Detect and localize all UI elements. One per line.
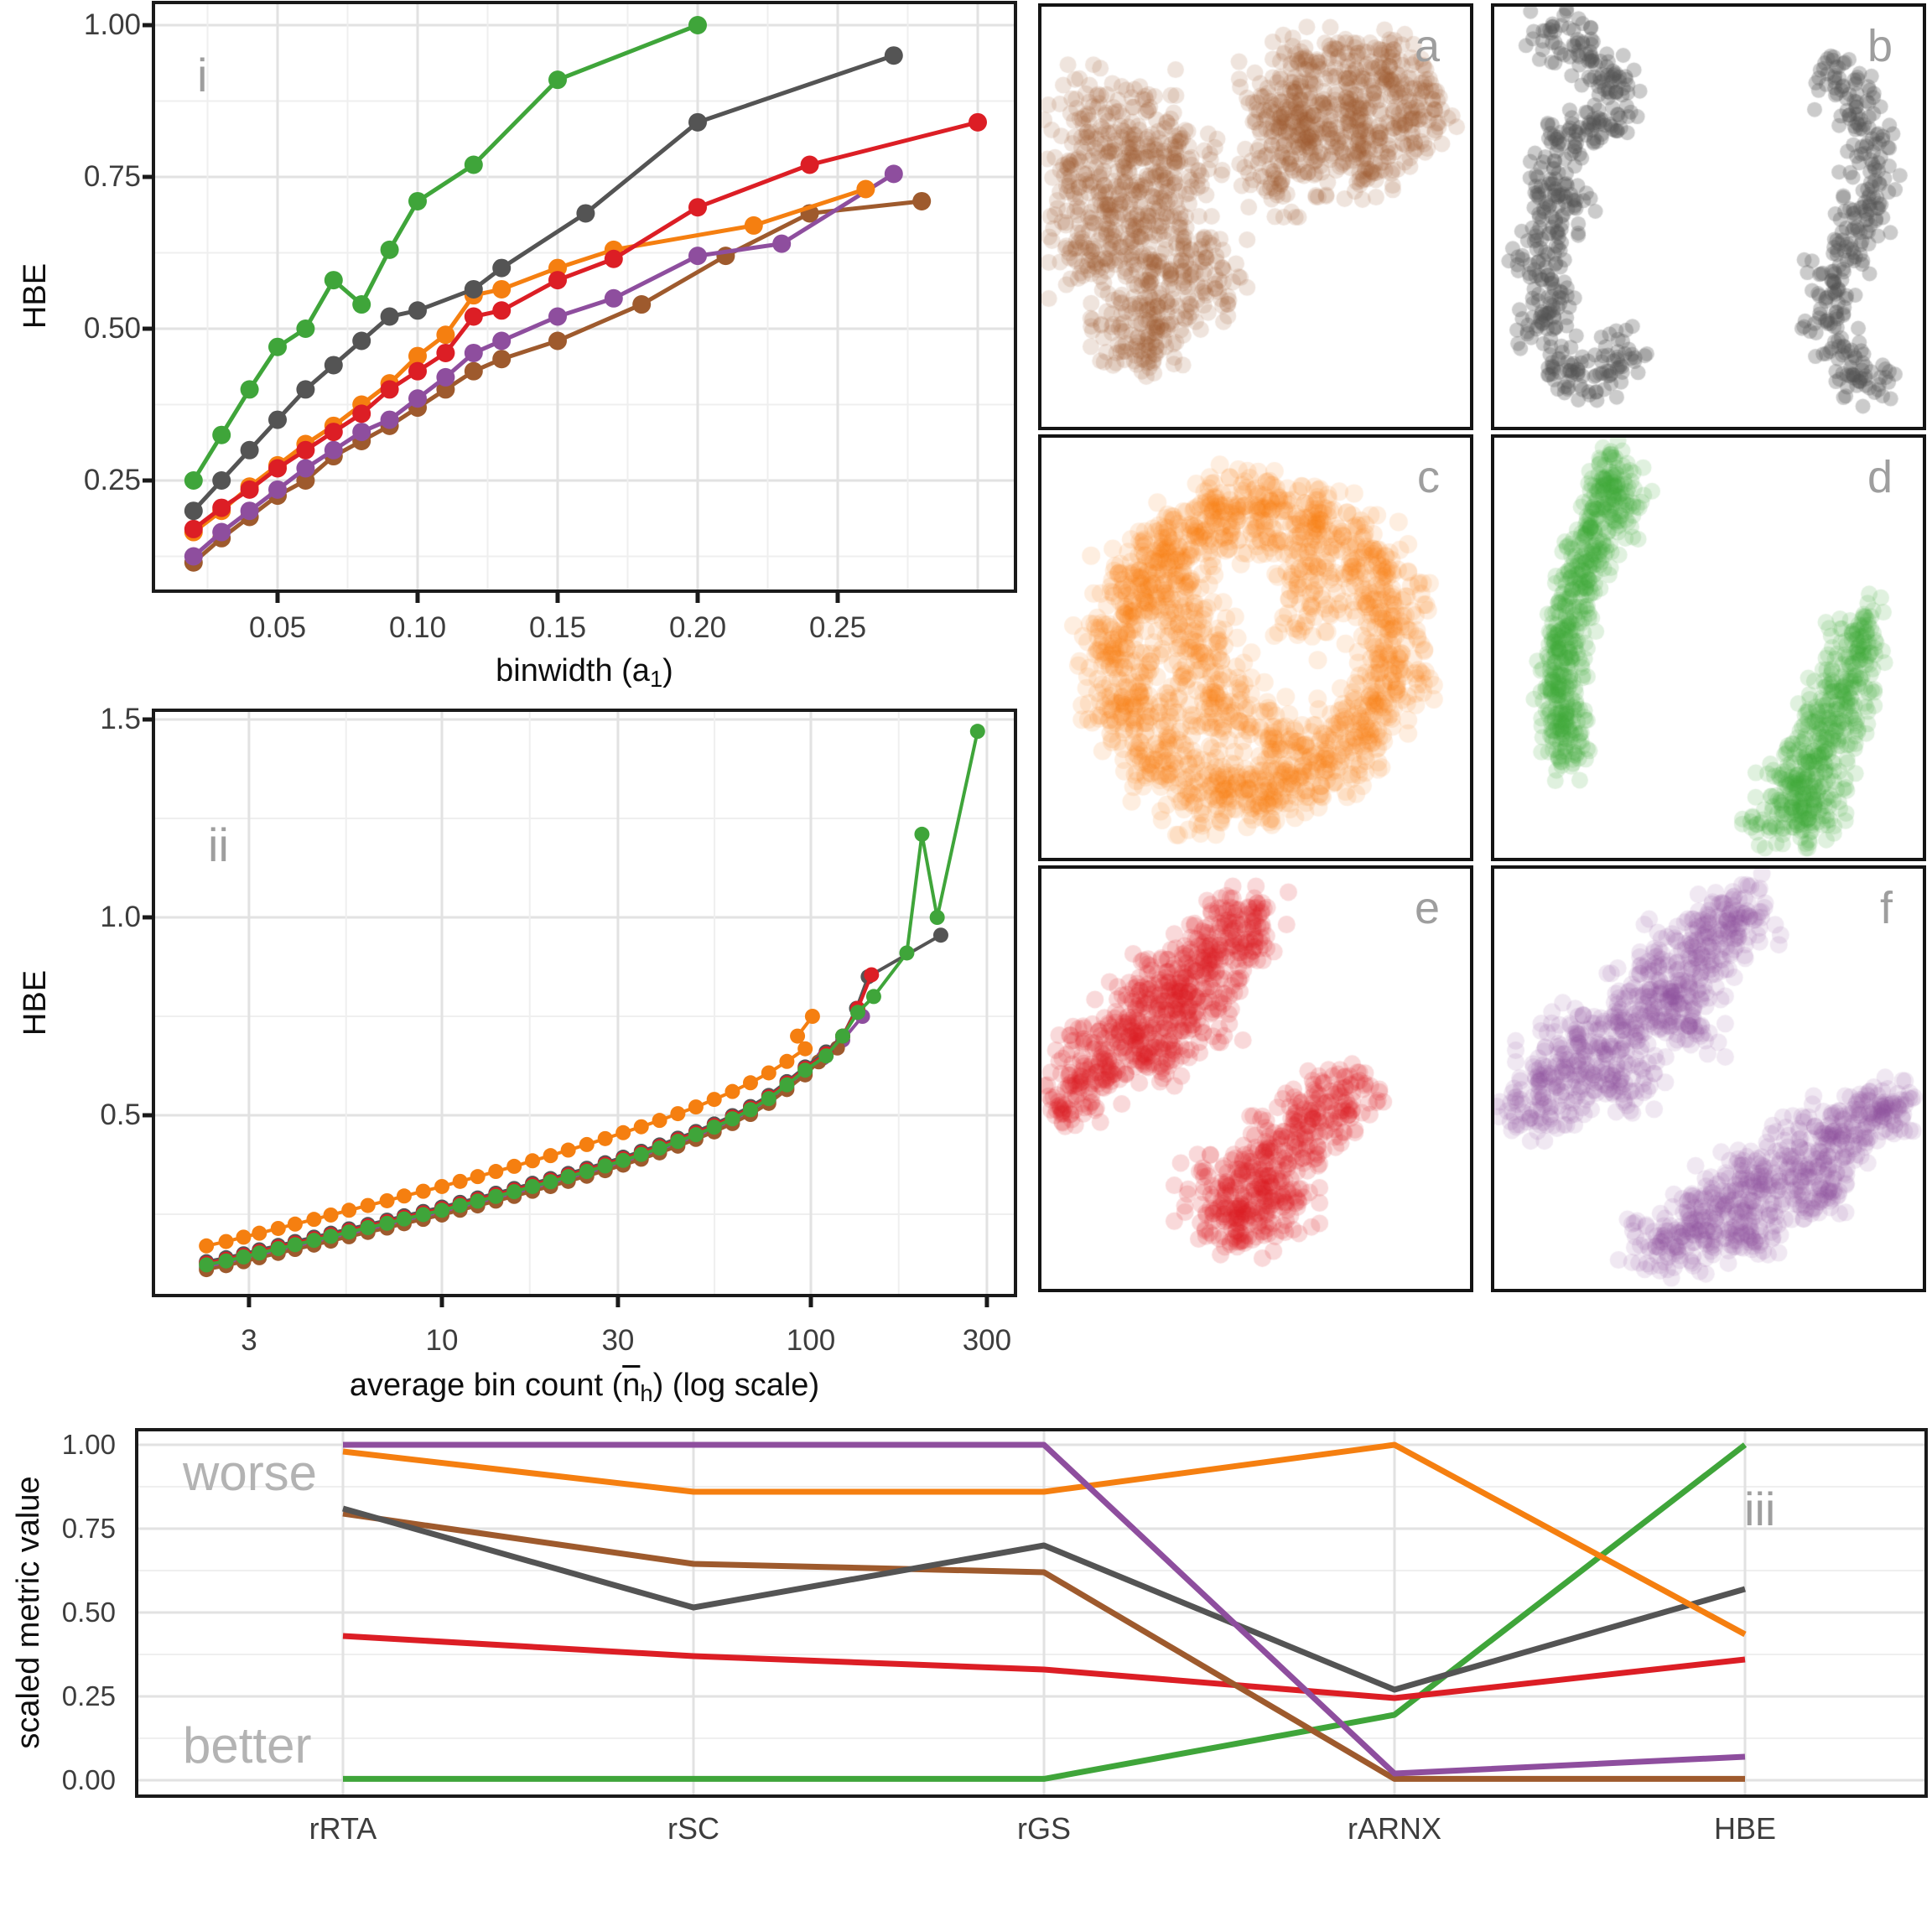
scatter-canvas-d [1494, 438, 1923, 858]
scatter-letter-a: a [1414, 21, 1440, 71]
scatter-panel-f: f [1491, 865, 1926, 1292]
c3-annotation-better: better [183, 1717, 312, 1774]
c1-ytick-4: 0.25 [83, 464, 141, 496]
c1-x-axis-title: binwidth (a1) [496, 653, 673, 692]
c3-category-label: rGS [1016, 1811, 1071, 1846]
c3-y-axis-title: scaled metric value [11, 1476, 46, 1749]
c2-xtick-label: 300 [962, 1324, 1012, 1357]
scatter-letter-e: e [1414, 883, 1440, 933]
c2-ytick-1: 1.5 [100, 703, 141, 735]
c1-ytick-3: 0.50 [83, 312, 141, 345]
scatter-panel-b: b [1491, 3, 1926, 430]
scatter-canvas-c [1041, 438, 1470, 858]
c1-y-axis-title: HBE [18, 262, 53, 330]
c1-ytick-2: 0.75 [83, 160, 141, 193]
c3-ytick-2: 0.75 [61, 1513, 116, 1544]
scatter-canvas-b [1494, 7, 1923, 427]
c2-panel-label: ii [208, 818, 229, 871]
c2-x-axis-title: average bin count (nh) (log scale) [349, 1368, 820, 1406]
c1-panel-label: i [197, 49, 208, 101]
scatter-letter-b: b [1867, 21, 1893, 71]
c3-category-label: HBE [1713, 1811, 1777, 1846]
c1-xtick-label: 0.05 [248, 611, 307, 644]
c1-xtick-label: 0.20 [668, 611, 727, 644]
scatter-letter-f: f [1879, 883, 1893, 933]
c1-ytick-1: 1.00 [83, 8, 141, 41]
c3-category-label: rARNX [1347, 1811, 1441, 1846]
c3-panel-label: iii [1744, 1483, 1776, 1535]
c2-y-axis-title: HBE [18, 969, 53, 1036]
c2-xtick-label: 100 [786, 1324, 836, 1357]
scatter-panel-c: c [1038, 434, 1473, 861]
scatter-canvas-a [1041, 7, 1470, 427]
c2-ytick-2: 1.0 [100, 901, 141, 933]
c1-xtick-label: 0.25 [808, 611, 867, 644]
scatter-letter-d: d [1867, 452, 1893, 502]
scatter-panel-a: a [1038, 3, 1473, 430]
c3-ytick-4: 0.25 [61, 1680, 116, 1711]
c3-ytick-3: 0.50 [61, 1597, 116, 1628]
c1-xtick-label: 0.15 [528, 611, 587, 644]
scatter-letter-c: c [1417, 452, 1440, 502]
c3-ytick-5: 0.00 [61, 1764, 116, 1795]
scatter-panel-d: d [1491, 434, 1926, 861]
c3-ytick-1: 1.00 [61, 1429, 116, 1460]
c2-xtick-label: 30 [601, 1324, 635, 1357]
scatter-panel-e: e [1038, 865, 1473, 1292]
c1-xtick-label: 0.10 [388, 611, 447, 644]
c3-annotation-worse: worse [183, 1445, 318, 1501]
c3-category-label: rSC [667, 1811, 719, 1846]
scatter-canvas-f [1494, 869, 1923, 1289]
scatter-canvas-e [1041, 869, 1470, 1289]
c3-category-label: rRTA [309, 1811, 377, 1846]
c2-xtick-label: 3 [241, 1324, 257, 1357]
c2-ytick-3: 0.5 [100, 1098, 141, 1131]
c2-xtick-label: 10 [425, 1324, 459, 1357]
